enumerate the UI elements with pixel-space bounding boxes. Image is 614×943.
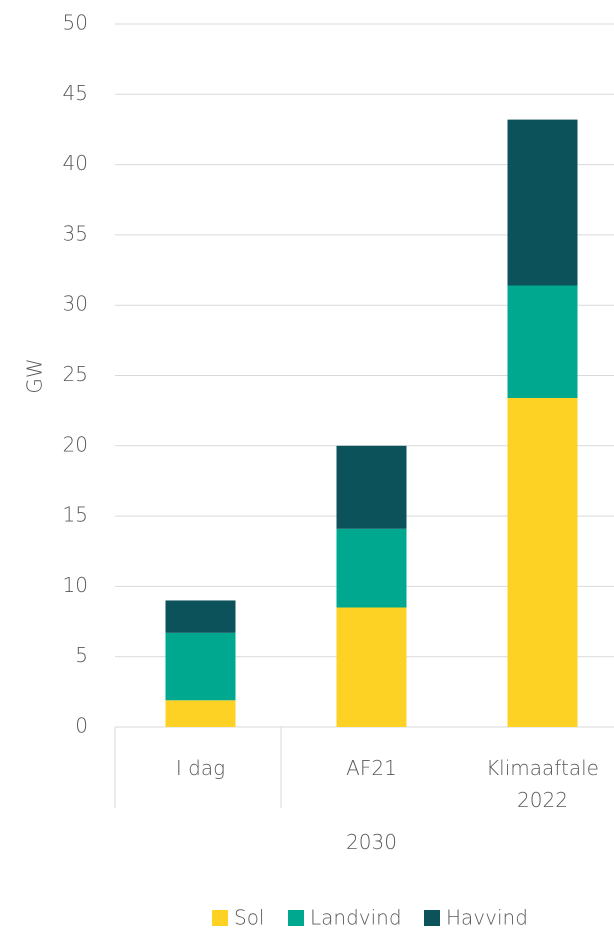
legend-swatch [212,910,228,926]
bar-segment [336,528,407,608]
y-tick-label: 10 [63,573,88,597]
bar-segment [507,119,578,286]
y-tick-label: 30 [63,292,88,316]
x-tick-label: Klimaaftale 2022 [486,756,599,812]
y-tick-label: 40 [63,151,88,175]
y-tick-label: 25 [63,362,88,386]
legend-label: Sol [234,906,265,930]
y-tick-label: 0 [75,714,88,738]
y-tick-label: 15 [63,503,88,527]
bar-segment [336,445,407,529]
y-tick-label: 50 [63,11,88,35]
bar-segment [336,607,407,727]
y-axis-label: GW [23,358,47,393]
legend-swatch [424,910,440,926]
y-tick-label: 20 [63,432,88,456]
bar-segment [507,285,578,398]
bar-segment [507,397,578,727]
legend-label: Havvind [446,906,528,930]
legend-label: Landvind [310,906,402,930]
bar-segment [165,700,236,727]
x-group-label: 2030 [346,830,397,854]
x-tick-label: I dag [175,756,226,780]
y-tick-label: 35 [63,221,88,245]
legend-swatch [288,910,304,926]
bar-segment [165,600,236,633]
y-tick-label: 5 [75,643,88,667]
x-tick-label: AF21 [346,756,397,780]
bar-segment [165,632,236,701]
y-tick-label: 45 [63,81,88,105]
